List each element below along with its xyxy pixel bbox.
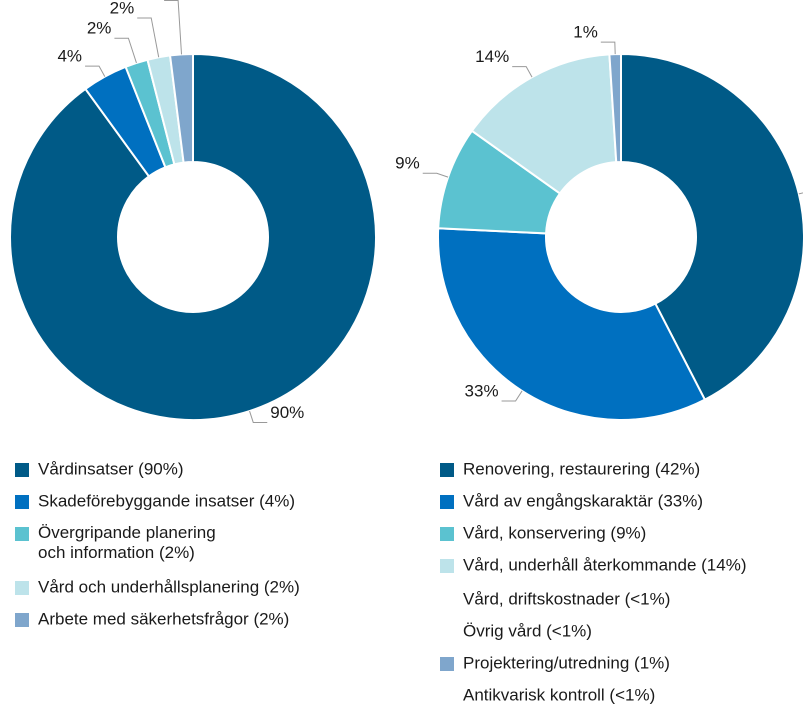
data-label: 9% [395, 154, 420, 173]
legend-label: Vårdinsatser (90%) [38, 459, 184, 478]
slice [608, 52, 622, 164]
data-label: 4% [57, 47, 82, 66]
data-label: 2% [110, 0, 135, 17]
legend-swatch [15, 495, 29, 509]
data-label: 14% [475, 47, 509, 66]
leader-line [600, 41, 616, 55]
legend-label: Vård av engångskaraktär (33%) [463, 491, 703, 510]
leader-line [137, 17, 160, 58]
leader-line [512, 66, 533, 78]
legend-swatch [440, 527, 454, 541]
legend-swatch [440, 657, 454, 671]
legend-label: Vård, konservering (9%) [463, 523, 646, 542]
legend-label: Renovering, restaurering (42%) [463, 459, 700, 478]
legend-label: Projektering/utredning (1%) [463, 653, 670, 672]
leader-line [422, 172, 449, 178]
legend-swatch [15, 581, 29, 595]
leader-line [85, 65, 106, 77]
legend-label: Vård, underhåll återkommande (14%) [463, 555, 746, 574]
slice [168, 52, 194, 164]
data-label: 1% [573, 23, 598, 42]
slice [470, 53, 618, 195]
slice [9, 52, 377, 421]
leader-line [114, 37, 137, 64]
legend-label: Vård, driftskostnader (<1%) [463, 589, 670, 608]
legend-label: Arbete med säkerhetsfrågor (2%) [38, 609, 289, 628]
legend-swatch [440, 463, 454, 477]
data-label: 2% [87, 19, 112, 38]
data-label: 90% [270, 403, 304, 422]
legend-label: Övrig vård (<1%) [463, 621, 592, 640]
leader-line [501, 390, 523, 402]
legend-swatch [15, 613, 29, 627]
legend-label: Skadeförebyggande insatser (4%) [38, 491, 295, 510]
leader-line [249, 410, 268, 423]
legend-swatch [15, 527, 29, 541]
legend-label: Vård och underhållsplanering (2%) [38, 577, 300, 596]
legend-swatch [15, 463, 29, 477]
legend-swatch [440, 495, 454, 509]
leader-line [164, 0, 183, 55]
legend-swatch [440, 559, 454, 573]
legend-label: Övergripande planering och information (2… [38, 523, 216, 562]
slice [437, 227, 707, 421]
data-label: 33% [465, 382, 499, 401]
slice [620, 52, 803, 402]
legend-label: Antikvarisk kontroll (<1%) [463, 685, 655, 704]
